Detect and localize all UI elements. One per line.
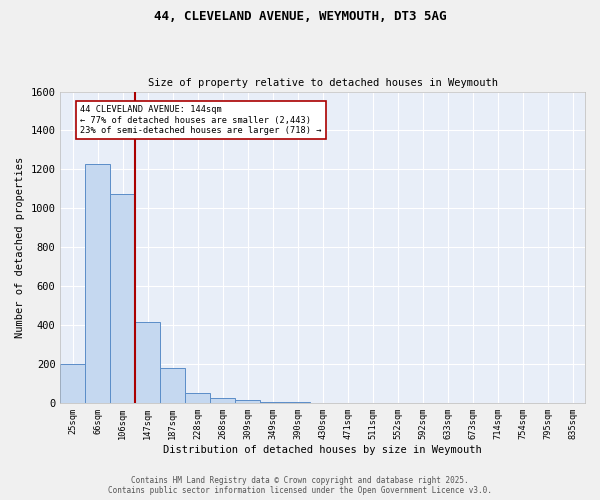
Title: Size of property relative to detached houses in Weymouth: Size of property relative to detached ho… bbox=[148, 78, 498, 88]
Text: Contains HM Land Registry data © Crown copyright and database right 2025.
Contai: Contains HM Land Registry data © Crown c… bbox=[108, 476, 492, 495]
X-axis label: Distribution of detached houses by size in Weymouth: Distribution of detached houses by size … bbox=[163, 445, 482, 455]
Bar bbox=[110, 194, 136, 403]
Bar bbox=[160, 368, 185, 403]
Bar bbox=[136, 322, 160, 403]
Bar bbox=[61, 364, 85, 403]
Text: 44 CLEVELAND AVENUE: 144sqm
← 77% of detached houses are smaller (2,443)
23% of : 44 CLEVELAND AVENUE: 144sqm ← 77% of det… bbox=[80, 105, 322, 135]
Y-axis label: Number of detached properties: Number of detached properties bbox=[15, 156, 25, 338]
Bar bbox=[185, 394, 210, 403]
Text: 44, CLEVELAND AVENUE, WEYMOUTH, DT3 5AG: 44, CLEVELAND AVENUE, WEYMOUTH, DT3 5AG bbox=[154, 10, 446, 23]
Bar bbox=[235, 400, 260, 403]
Bar bbox=[285, 402, 310, 403]
Bar bbox=[210, 398, 235, 403]
Bar bbox=[260, 402, 285, 403]
Bar bbox=[85, 164, 110, 403]
